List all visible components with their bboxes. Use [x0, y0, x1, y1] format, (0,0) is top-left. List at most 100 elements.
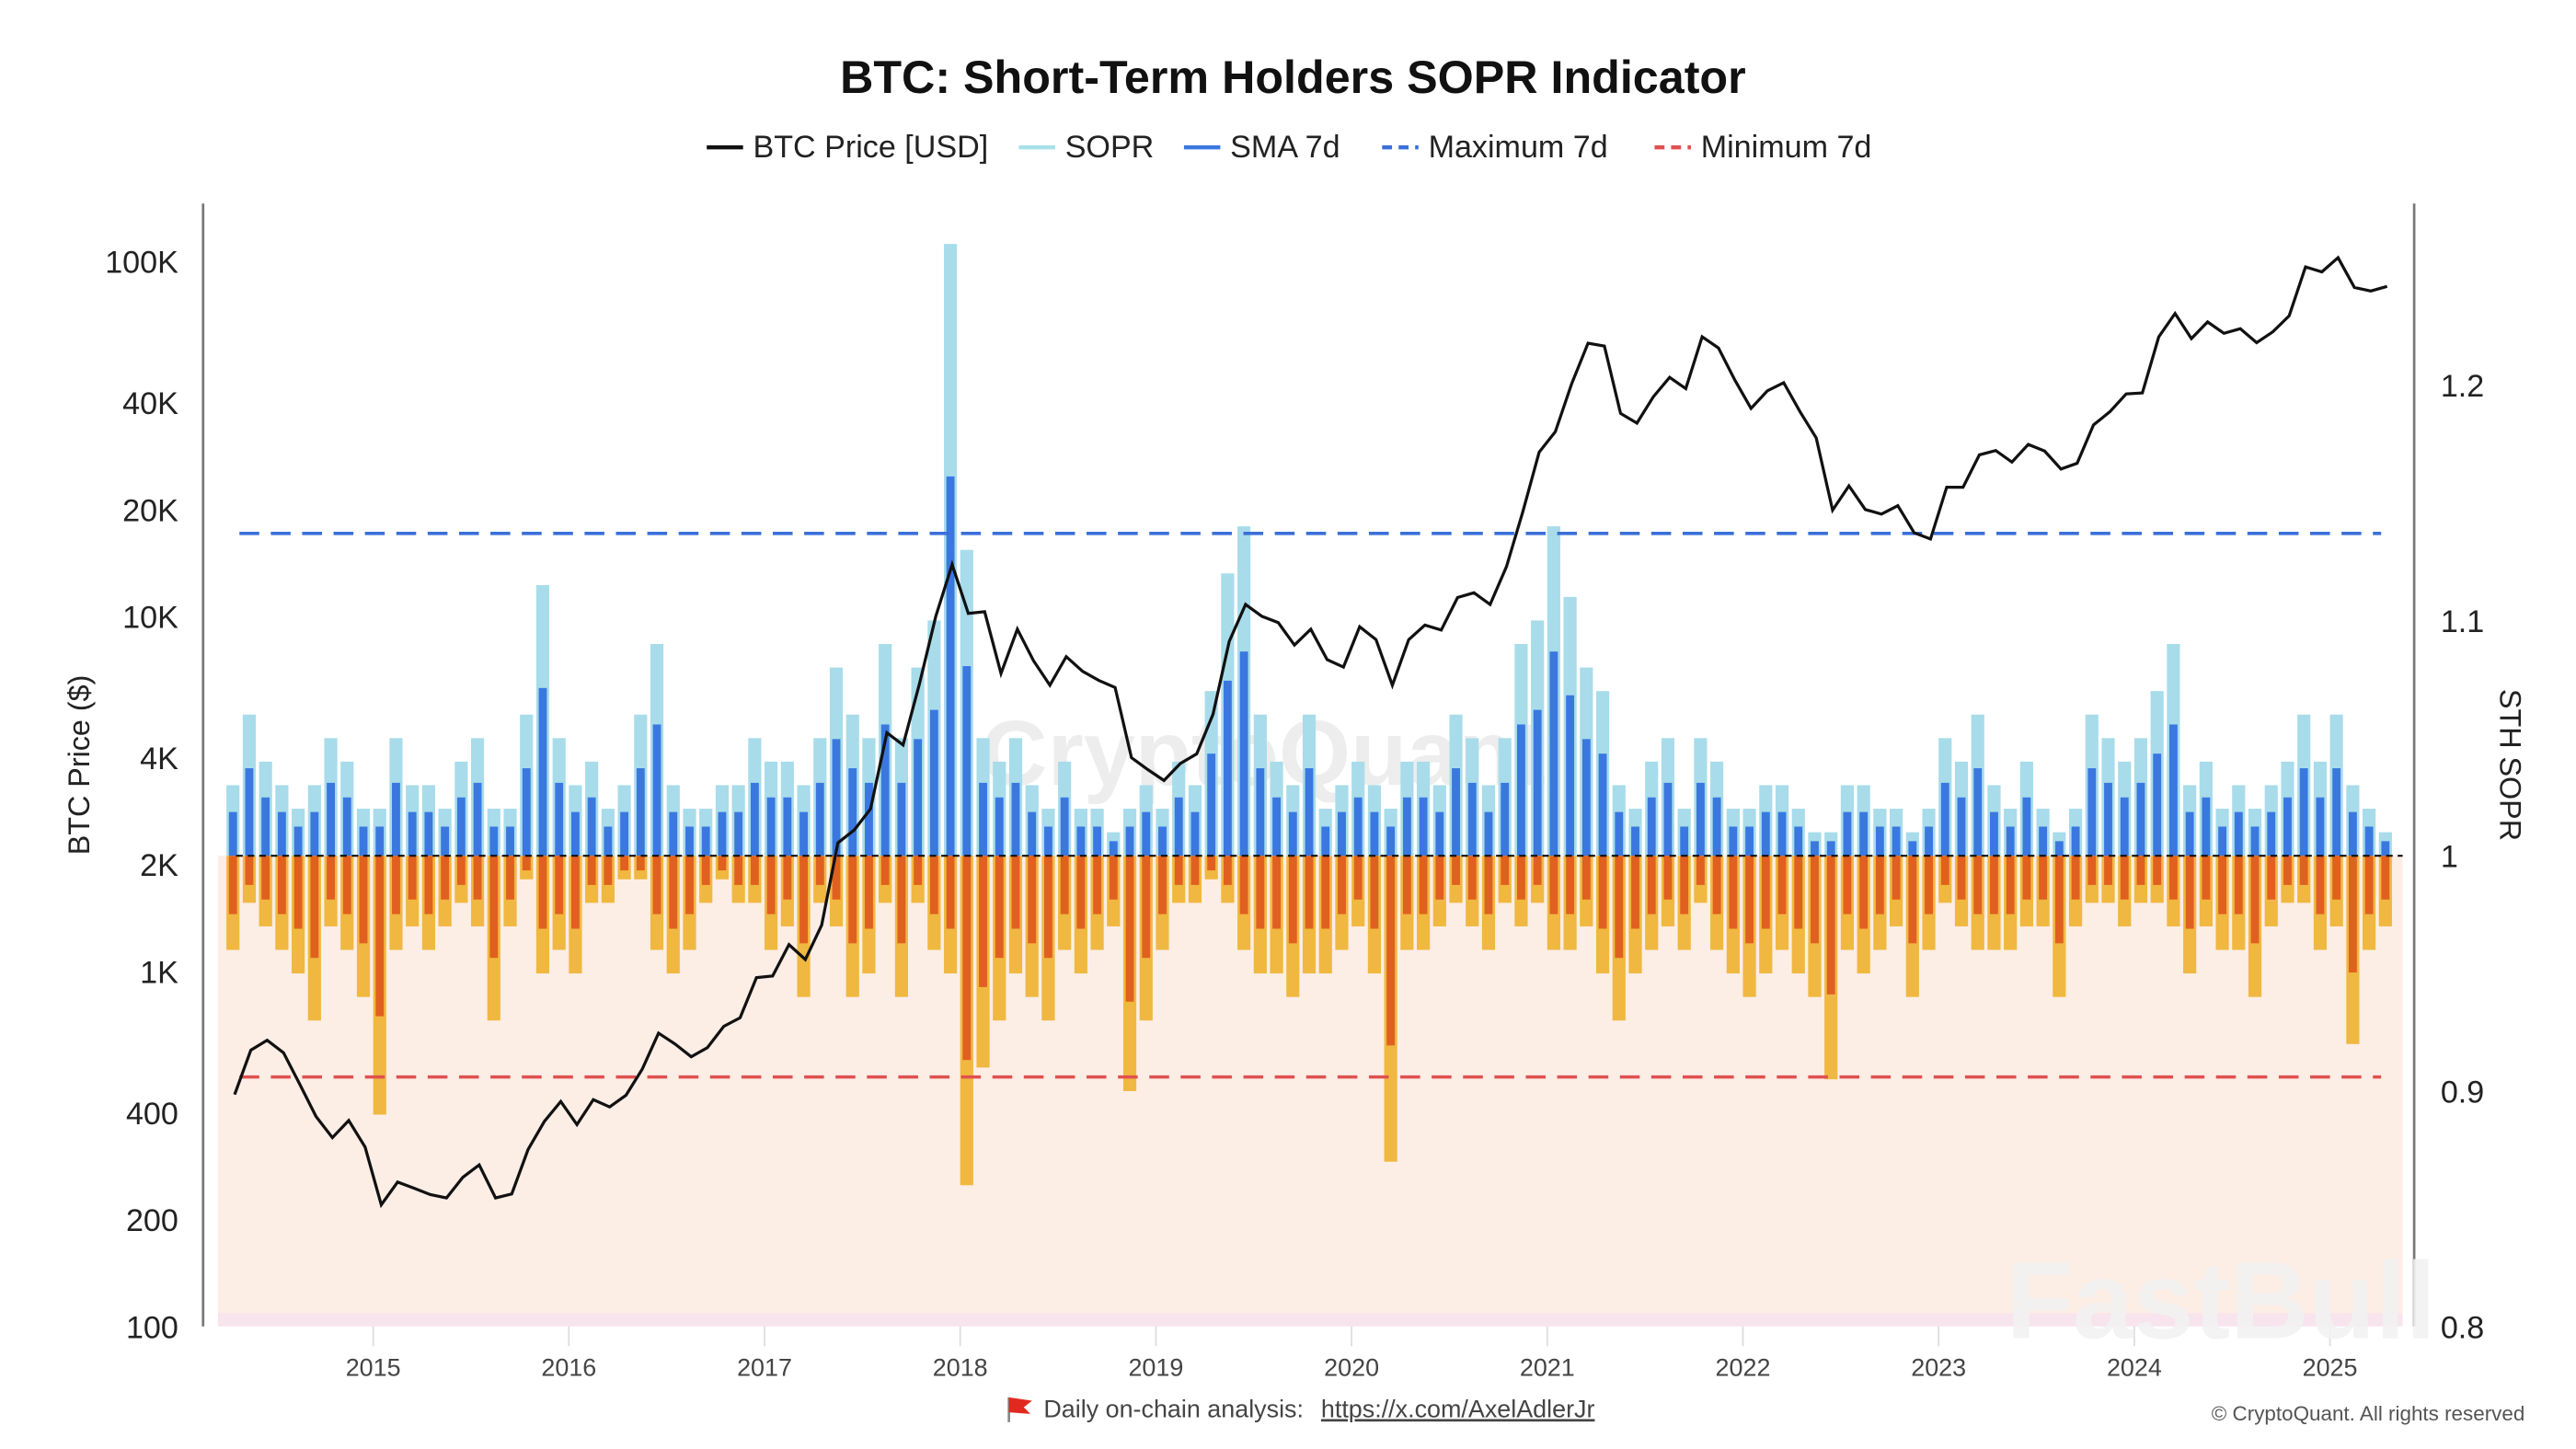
legend-item[interactable]: SMA 7d — [1183, 130, 1340, 165]
x-tick-label: 2021 — [1520, 1354, 1575, 1382]
sma-bar-down — [669, 856, 678, 929]
sma-bar-up — [815, 782, 824, 857]
sma-bar-down — [2054, 856, 2064, 944]
sma-bar-up — [1288, 811, 1297, 857]
x-tick-label: 2019 — [1128, 1354, 1183, 1382]
sma-bar-down — [327, 856, 335, 900]
sma-bar-down — [2332, 856, 2341, 900]
sma-bar-up — [669, 811, 678, 857]
sma-bar-up — [1207, 753, 1216, 857]
y-left-tick-label: 100 — [126, 1310, 178, 1345]
sma-bar-down — [1908, 856, 1917, 944]
sma-bar-up — [424, 811, 433, 857]
sma-bar-up — [327, 782, 335, 857]
sma-bar-up — [1452, 768, 1460, 857]
sma-bar-down — [1272, 856, 1282, 929]
sma-bar-up — [570, 811, 580, 857]
sma-bar-down — [424, 856, 433, 914]
sma-bar-down — [734, 856, 743, 885]
sma-bar-up — [2316, 797, 2325, 857]
sma-bar-up — [375, 826, 385, 857]
sma-bar-up — [1060, 797, 1069, 857]
sma-bar-up — [2202, 797, 2211, 857]
sma-bar-down — [1402, 856, 1411, 914]
sma-bar-down — [392, 856, 400, 914]
sma-bar-up — [2250, 826, 2260, 857]
legend-item[interactable]: Maximum 7d — [1382, 130, 1608, 165]
sma-bar-down — [310, 856, 319, 959]
sma-bar-up — [685, 826, 694, 857]
sma-bar-down — [1256, 856, 1265, 929]
sma-bar-up — [832, 739, 841, 857]
sma-bar-down — [1794, 856, 1803, 929]
copyright: © CryptoQuant. All rights reserved — [2212, 1402, 2525, 1425]
y-left-tick-label: 1K — [140, 955, 178, 990]
sma-bar-down — [1239, 856, 1248, 914]
sma-bar-down — [1533, 856, 1542, 885]
sma-bar-up — [2168, 724, 2178, 857]
y-right-tick-label: 1.1 — [2441, 604, 2484, 639]
sma-bar-down — [1190, 856, 1200, 885]
sma-bar-down — [620, 856, 629, 871]
sma-bar-down — [2250, 856, 2260, 944]
sma-bar-up — [1957, 797, 1966, 857]
sma-bar-down — [342, 856, 351, 914]
sma-bar-up — [522, 768, 531, 857]
sma-bar-up — [1076, 826, 1086, 857]
sma-bar-down — [1973, 856, 1983, 914]
sma-bar-up — [1615, 811, 1624, 857]
sma-bar-up — [1598, 753, 1607, 857]
legend-item[interactable]: SOPR — [1018, 130, 1154, 165]
legend-item[interactable]: Minimum 7d — [1654, 130, 1871, 165]
btc-price-line — [233, 255, 2388, 1209]
sma-bar-up — [1011, 782, 1020, 857]
sma-bar-down — [1957, 856, 1966, 900]
sma-bar-down — [718, 856, 727, 871]
sma-bar-down — [2006, 856, 2015, 914]
sma-bar-up — [1223, 680, 1232, 857]
sma-bar-down — [1826, 856, 1835, 995]
legend-label: Minimum 7d — [1701, 130, 1872, 165]
sma-bar-down — [1761, 856, 1770, 929]
sma-bar-up — [2022, 797, 2031, 857]
sma-bar-up — [1467, 782, 1477, 857]
x-tick-label: 2025 — [2303, 1354, 2358, 1382]
sma-bar-down — [1501, 856, 1510, 885]
sma-bar-down — [473, 856, 482, 900]
sma-bar-up — [1549, 651, 1558, 857]
sma-bar-down — [456, 856, 466, 885]
sma-bar-down — [929, 856, 938, 914]
footer-link[interactable]: https://x.com/AxelAdlerJr — [1321, 1395, 1595, 1422]
sma-bar-up — [456, 797, 466, 857]
sma-bar-up — [1859, 811, 1869, 857]
sma-bar-down — [538, 856, 547, 929]
y-left-tick-label: 4K — [140, 742, 178, 776]
sma-bar-up — [2071, 826, 2080, 857]
x-tick-label: 2022 — [1716, 1354, 1771, 1382]
sma-bar-down — [1452, 856, 1460, 885]
sma-bar-down — [2168, 856, 2178, 900]
sma-bar-up — [1647, 797, 1656, 857]
sma-bar-up — [1811, 841, 1819, 857]
sma-bar-up — [766, 797, 776, 857]
footer: Daily on-chain analysis: https://x.com/A… — [1007, 1395, 2525, 1425]
sma-bar-up — [2218, 826, 2227, 857]
sma-bar-up — [2364, 826, 2374, 857]
sma-bar-down — [1207, 856, 1216, 871]
legend-item[interactable]: BTC Price [USD] — [707, 130, 988, 165]
sma-bar-down — [2364, 856, 2374, 914]
sma-bar-down — [1892, 856, 1901, 900]
sma-bar-up — [228, 811, 237, 857]
sma-bar-up — [1321, 826, 1330, 857]
sma-bar-down — [1321, 856, 1330, 929]
sma-bar-down — [555, 856, 564, 914]
sma-bar-down — [1338, 856, 1346, 914]
sma-bar-down — [1028, 856, 1037, 944]
sma-bar-up — [1402, 797, 1411, 857]
legend: BTC Price [USD] SOPR SMA 7d Maximum 7d Minim… — [707, 130, 1871, 165]
sma-bar-down — [359, 856, 368, 944]
y-right-tick-label: 0.9 — [2441, 1075, 2484, 1110]
sma-bar-up — [1973, 768, 1983, 857]
sma-bar-down — [815, 856, 824, 885]
sma-bar-up — [1712, 797, 1721, 857]
